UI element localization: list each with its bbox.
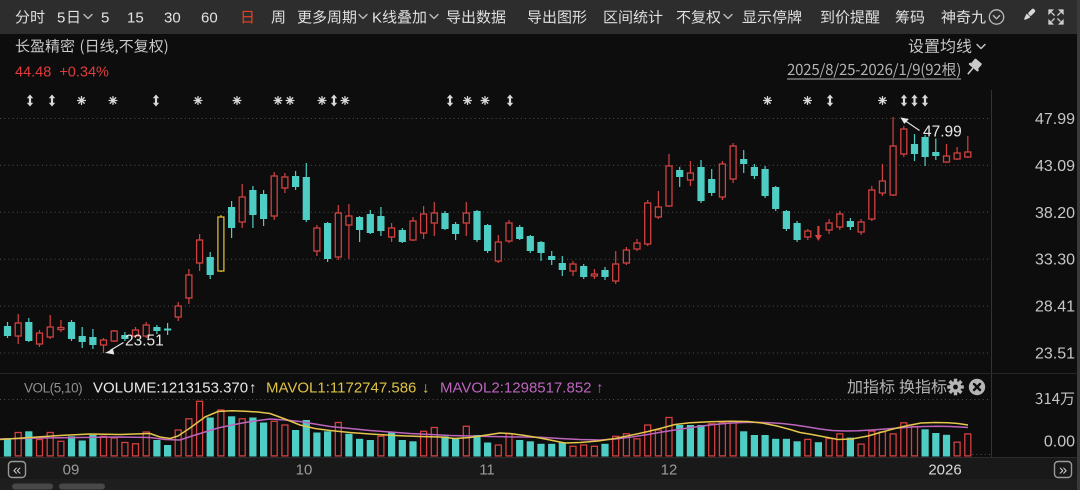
svg-text:5: 5 [101,10,109,27]
svg-text:38.20: 38.20 [1035,205,1075,222]
svg-text:VOLUME:1213153.370: VOLUME:1213153.370 [93,380,248,397]
svg-text:»: » [1059,462,1067,479]
svg-text:44.48 +0.34%: 44.48 +0.34% [15,65,109,81]
svg-text:47.99: 47.99 [923,124,962,141]
svg-text:↑: ↑ [596,380,604,397]
svg-text:↓: ↓ [422,380,430,397]
svg-text:MAVOL1:1172747.586: MAVOL1:1172747.586 [266,380,416,397]
svg-text:↑: ↑ [249,380,257,397]
svg-text:23.51: 23.51 [1035,346,1075,363]
svg-text:43.09: 43.09 [1035,158,1075,175]
svg-text:23.51: 23.51 [125,333,164,350]
svg-text:60: 60 [201,10,218,27]
svg-text:VOL(5,10): VOL(5,10) [24,381,82,396]
svg-text:MAVOL2:1298517.852: MAVOL2:1298517.852 [440,380,592,397]
svg-text:10: 10 [296,462,313,479]
svg-text:28.41: 28.41 [1035,299,1075,316]
svg-text:«: « [13,462,21,479]
svg-text:47.99: 47.99 [1035,111,1075,128]
svg-text:5: 5 [57,10,65,27]
svg-text:0.00: 0.00 [1044,434,1075,451]
svg-text:12: 12 [661,462,678,479]
svg-text:K: K [372,10,382,27]
svg-text:33.30: 33.30 [1035,252,1075,269]
svg-text:30: 30 [164,10,181,27]
svg-text:09: 09 [63,462,80,479]
svg-text:2026: 2026 [928,462,961,479]
svg-text:11: 11 [479,462,495,479]
svg-text:15: 15 [127,10,144,27]
